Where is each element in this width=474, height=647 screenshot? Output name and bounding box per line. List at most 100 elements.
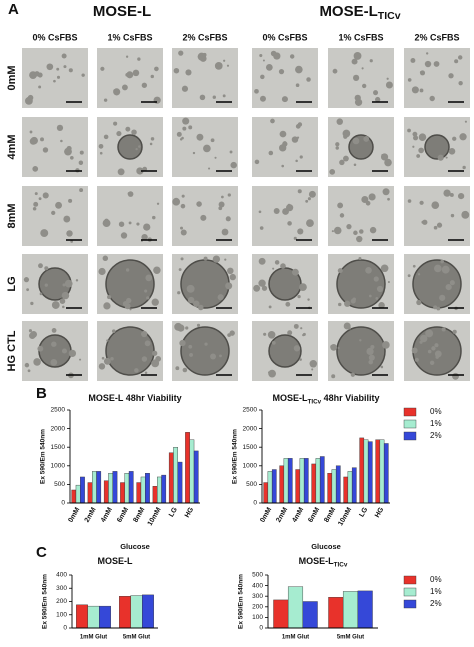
- cell: [62, 283, 66, 287]
- cell: [413, 135, 419, 141]
- x-tick-label: 6mM: [116, 506, 130, 523]
- cell: [150, 137, 155, 141]
- column-label: 0% CsFBS: [262, 32, 307, 42]
- row-label: 8mM: [6, 203, 18, 228]
- bar: [119, 596, 131, 629]
- chart-title: MOSE-L: [98, 556, 134, 566]
- y-tick-label: 2000: [51, 425, 66, 432]
- micrograph: [22, 117, 88, 177]
- cell: [141, 356, 148, 362]
- cell: [38, 263, 43, 269]
- cell: [63, 65, 67, 69]
- cell: [424, 60, 432, 68]
- cell: [407, 128, 411, 133]
- cell: [172, 197, 181, 206]
- spheroid: [268, 334, 302, 368]
- cell: [218, 206, 223, 211]
- column-label: 1% CsFBS: [107, 32, 152, 42]
- bar: [303, 458, 309, 504]
- cell: [445, 156, 448, 159]
- cell: [343, 155, 349, 162]
- cell: [218, 201, 225, 208]
- bar: [287, 586, 304, 629]
- cell: [365, 200, 371, 206]
- cell: [34, 71, 40, 77]
- cell: [373, 276, 379, 282]
- cell: [66, 230, 73, 237]
- chart-title-subscript: TICv: [307, 398, 321, 405]
- bar: [342, 591, 359, 629]
- cell: [297, 189, 302, 194]
- cell: [181, 136, 184, 140]
- cell: [196, 323, 201, 327]
- cell: [416, 154, 421, 158]
- cell: [445, 284, 452, 291]
- y-axis-label: Ex 590/Em 540nm: [42, 574, 49, 629]
- cell: [98, 363, 106, 370]
- cell: [203, 144, 211, 153]
- cell: [259, 226, 264, 230]
- x-tick-label: 6mM: [307, 506, 321, 523]
- cell: [344, 300, 351, 307]
- legend-label: 0%: [430, 407, 442, 416]
- group-title-subscript: TICv: [378, 10, 401, 22]
- bar: [383, 443, 389, 504]
- cell: [120, 232, 128, 239]
- cell: [287, 221, 292, 226]
- cell: [101, 356, 105, 360]
- cell: [24, 362, 30, 368]
- cell: [411, 86, 419, 94]
- cell: [332, 68, 338, 74]
- y-tick-label: 1000: [243, 463, 258, 470]
- cell: [433, 225, 438, 230]
- cell: [279, 130, 287, 138]
- cell: [212, 255, 221, 263]
- x-tick-label: 2mM: [84, 506, 98, 523]
- cell: [337, 202, 344, 209]
- chart-title-main: MOSE-L: [98, 556, 134, 566]
- cell: [363, 136, 370, 142]
- cell: [333, 226, 342, 235]
- x-tick-label: 1mM Glut: [282, 635, 309, 641]
- bar: [112, 471, 118, 504]
- bar: [71, 489, 77, 504]
- bar: [108, 473, 113, 504]
- x-tick-label: 1mM Glut: [80, 635, 107, 641]
- legend-label: 1%: [430, 587, 442, 596]
- cell: [127, 192, 131, 195]
- cell: [229, 273, 236, 281]
- bar: [287, 458, 293, 504]
- cell: [118, 221, 125, 227]
- bar: [263, 482, 269, 504]
- cell: [448, 147, 456, 155]
- bar: [80, 476, 85, 504]
- cell: [287, 330, 293, 336]
- cell: [300, 327, 303, 330]
- y-axis-label: Ex 590/Em 540nm: [238, 574, 245, 629]
- cell: [268, 369, 276, 378]
- legend-label: 2%: [430, 599, 442, 608]
- cell: [56, 124, 64, 131]
- legend-label: 2%: [430, 431, 442, 440]
- spheroid: [336, 259, 386, 309]
- cell: [382, 188, 390, 196]
- cell: [387, 280, 390, 284]
- cell: [270, 50, 277, 57]
- x-tick-label: 5mM Glut: [123, 635, 150, 641]
- bar: [283, 458, 289, 504]
- panel-letter: A: [8, 1, 19, 18]
- cell: [361, 196, 369, 204]
- cell: [226, 64, 230, 67]
- cell: [387, 197, 390, 201]
- chart-title-main: MOSE-L: [299, 556, 335, 566]
- bar: [124, 473, 130, 504]
- cell: [362, 83, 367, 89]
- cell: [214, 62, 223, 70]
- cell: [412, 145, 415, 148]
- cell: [452, 329, 457, 334]
- cell: [293, 323, 299, 329]
- y-tick-label: 1500: [243, 444, 258, 451]
- cell: [98, 143, 104, 149]
- y-tick-label: 300: [56, 585, 67, 592]
- y-tick-label: 200: [252, 604, 263, 611]
